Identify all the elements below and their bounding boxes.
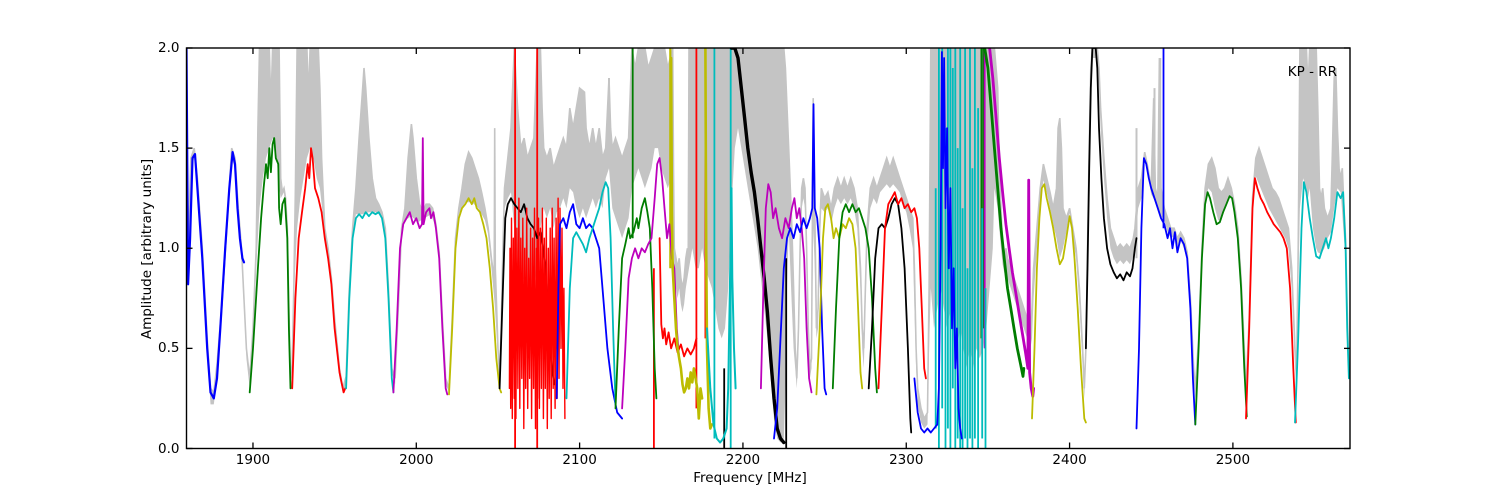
band-red-2523 — [1245, 177, 1297, 424]
x-tick-label: 2000 — [399, 452, 434, 468]
segment-yellow-descent-2179 — [704, 48, 714, 430]
segment-black-peak-2416 — [1085, 48, 1138, 350]
x-tick-label: 2200 — [725, 452, 761, 468]
band-green-2492 — [1194, 191, 1248, 426]
band-blue-1875 — [186, 48, 246, 400]
segment-yellow-descent-2165 — [669, 56, 704, 420]
segment-green-descent-2360 — [983, 48, 1026, 378]
x-tick-label: 2100 — [562, 452, 597, 468]
segment-cyan-dip-2186 — [706, 187, 737, 444]
y-tick-label: 1.5 — [158, 140, 180, 157]
band-yellow-2035 — [448, 197, 503, 396]
x-tick-label: 2500 — [1215, 452, 1251, 468]
segment-black-descent-2205 — [729, 48, 786, 445]
y-axis-label: Amplitude [arbitrary units] — [139, 158, 155, 340]
rfi-red-noise-2073 — [508, 197, 566, 430]
band-cyan-2110 — [565, 181, 617, 406]
band-cyan-1970 — [345, 211, 395, 394]
band-magenta-2225 — [760, 183, 813, 394]
cyan-rfi-forest — [713, 48, 987, 449]
band-blue-2235 — [773, 103, 828, 440]
plot-area — [186, 48, 1350, 449]
band-green-2135 — [614, 197, 658, 410]
segment-red-jagged-2160 — [658, 237, 698, 358]
band-black-2290 — [867, 197, 913, 434]
y-tick-label: 0.5 — [158, 340, 180, 357]
band-red-1940 — [291, 147, 347, 394]
y-tick-label: 0.0 — [158, 440, 180, 457]
x-tick-label: 1900 — [235, 452, 271, 468]
band-yellow-2393 — [1031, 183, 1087, 424]
background-envelope-line — [186, 48, 1350, 421]
band-blue-2458 — [1135, 157, 1197, 430]
band-magenta-2000 — [392, 137, 449, 396]
band-green-1910 — [248, 137, 292, 394]
gray-spikes — [608, 58, 1162, 259]
band-red-2297 — [877, 191, 927, 390]
plot-corner-label: KP - RR — [1287, 64, 1337, 80]
y-tick-label: 2.0 — [158, 40, 180, 56]
segment-blue-trough-peaks-2320 — [913, 51, 963, 440]
x-axis-label: Frequency [MHz] — [693, 470, 807, 486]
band-cyan-2555 — [1294, 181, 1350, 424]
x-tick-label: 2400 — [1052, 452, 1087, 468]
y-tick-label: 1.0 — [158, 240, 180, 257]
band-green-2268 — [831, 203, 878, 394]
tick-marks — [186, 47, 1350, 450]
band-blue-2105 — [555, 203, 623, 420]
x-tick-label: 2300 — [889, 452, 924, 468]
segment-magenta-descent-2365 — [988, 48, 1035, 398]
